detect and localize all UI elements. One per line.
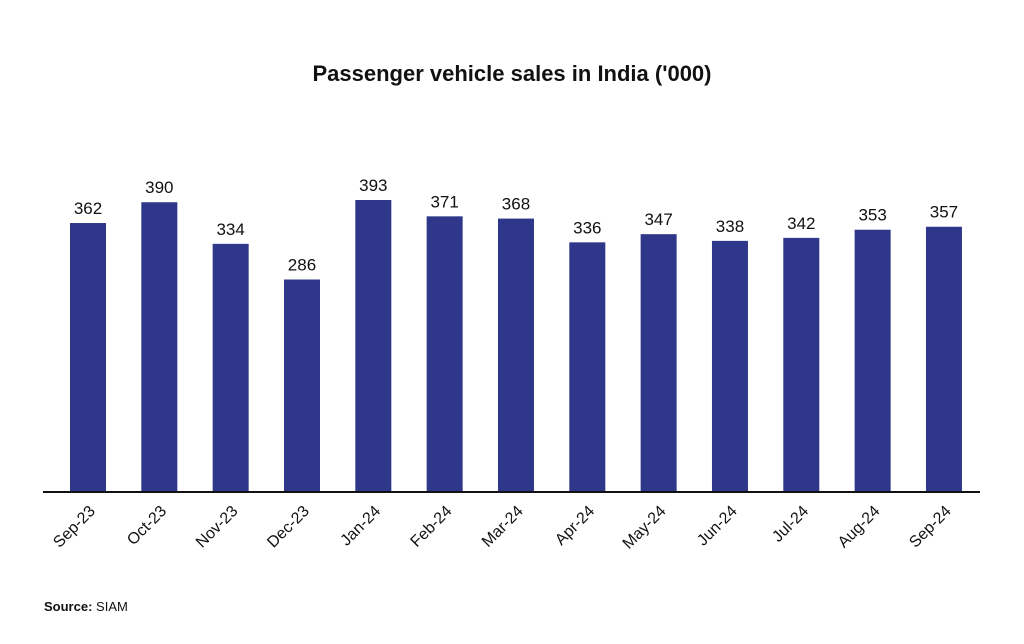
bar-sep-23 bbox=[70, 223, 106, 492]
x-tick-label: Aug-24 bbox=[835, 503, 884, 552]
bar-nov-23 bbox=[212, 243, 249, 492]
data-label: 286 bbox=[288, 256, 316, 275]
bar-aug-24 bbox=[854, 229, 891, 493]
x-tick-label: Dec-23 bbox=[264, 503, 313, 552]
data-label: 334 bbox=[216, 220, 244, 239]
chart-title: Passenger vehicle sales in India ('000) bbox=[313, 61, 712, 86]
x-tick-label: Jul-24 bbox=[769, 503, 812, 546]
bar-jun-24 bbox=[711, 240, 748, 492]
bar-may-24 bbox=[640, 234, 677, 493]
source-note: Source: SIAM bbox=[44, 599, 128, 614]
bar-mar-24 bbox=[497, 218, 534, 492]
data-label: 371 bbox=[430, 192, 458, 211]
data-label: 338 bbox=[716, 217, 744, 236]
x-tick-label: Jan-24 bbox=[338, 503, 385, 550]
x-tick-label: Feb-24 bbox=[408, 503, 456, 551]
x-tick-label: Oct-23 bbox=[124, 503, 170, 549]
bar-oct-23 bbox=[141, 202, 178, 492]
x-tick-label: Mar-24 bbox=[479, 503, 527, 551]
x-tick-label: Sep-24 bbox=[906, 503, 955, 552]
source-value: SIAM bbox=[96, 599, 128, 614]
x-tick-label: May-24 bbox=[620, 503, 670, 553]
x-tick-label: Apr-24 bbox=[552, 503, 598, 549]
data-label: 347 bbox=[644, 210, 672, 229]
data-label: 353 bbox=[858, 206, 886, 225]
x-tick-label: Nov-23 bbox=[193, 503, 242, 552]
bar-sep-24 bbox=[925, 226, 962, 492]
data-label: 362 bbox=[74, 199, 102, 218]
data-label: 357 bbox=[930, 203, 958, 222]
data-label: 336 bbox=[573, 218, 601, 237]
data-label: 368 bbox=[502, 195, 530, 214]
x-tick-label: Jun-24 bbox=[694, 503, 741, 550]
bar-jul-24 bbox=[783, 237, 820, 492]
source-label: Source: bbox=[44, 599, 93, 614]
data-label: 390 bbox=[145, 178, 173, 197]
bar-jan-24 bbox=[355, 200, 392, 492]
bar-feb-24 bbox=[426, 216, 463, 492]
x-tick-label: Sep-23 bbox=[50, 503, 99, 552]
data-label: 342 bbox=[787, 214, 815, 233]
data-label: 393 bbox=[359, 176, 387, 195]
bar-dec-23 bbox=[283, 279, 320, 492]
bar-apr-24 bbox=[569, 242, 606, 492]
